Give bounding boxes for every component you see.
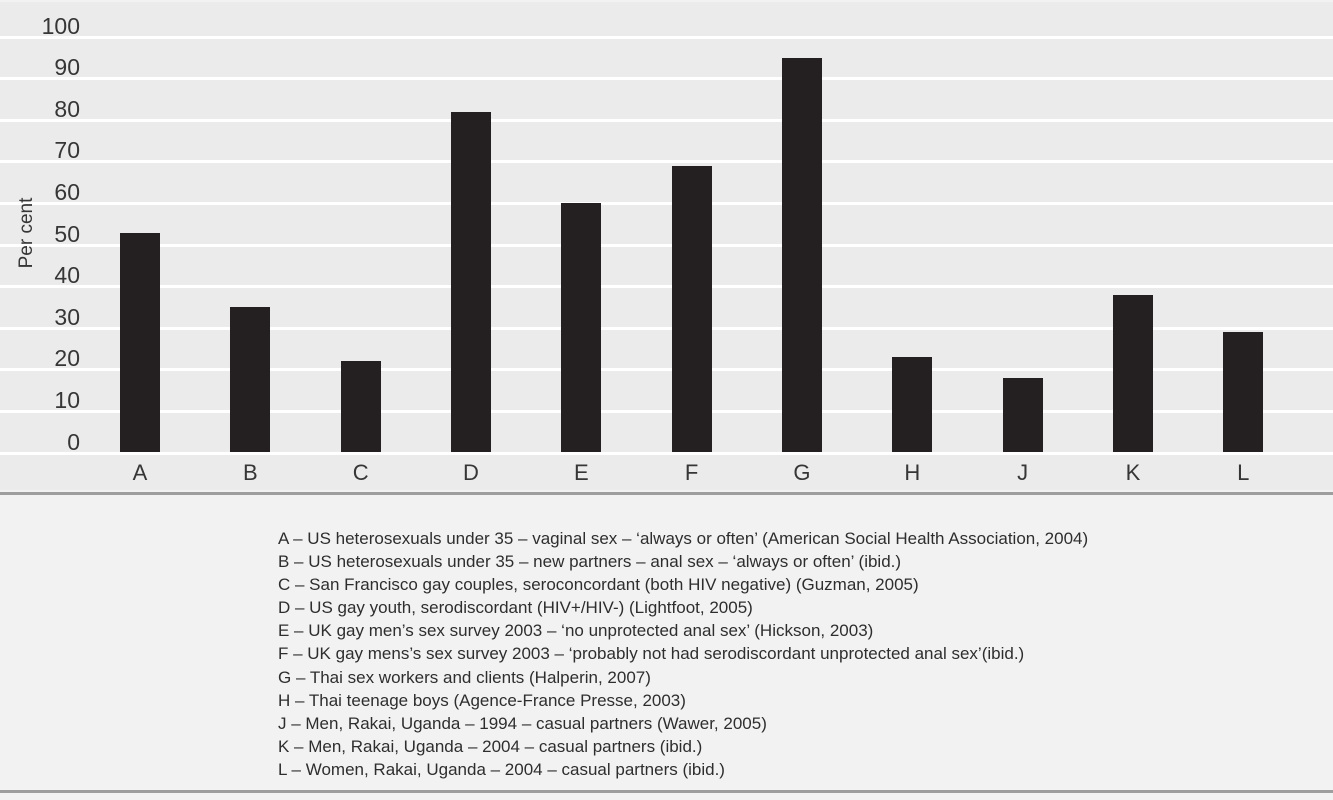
bar-K — [1112, 294, 1153, 452]
bar-H — [892, 357, 933, 452]
y-tick-label-90: 90 — [54, 54, 80, 81]
legend-item-J: J – Men, Rakai, Uganda – 1994 – casual p… — [278, 713, 767, 733]
y-tick-label-40: 40 — [54, 262, 80, 289]
gridline-100 — [0, 35, 1333, 39]
legend: A – US heterosexuals under 35 – vaginal … — [278, 527, 1278, 781]
plot-area: 0 10 20 30 40 50 60 70 80 90 100 Per cent A B C D E F G H… — [0, 12, 1333, 485]
gridline-60 — [0, 201, 1333, 205]
bar-J — [1002, 378, 1043, 452]
gridline-40 — [0, 285, 1333, 289]
legend-item-A: A – US heterosexuals under 35 – vaginal … — [278, 529, 1089, 548]
legend-item-L: L – Women, Rakai, Uganda – 2004 – casual… — [278, 759, 725, 779]
y-tick-label-100: 100 — [41, 12, 80, 39]
y-tick-label-80: 80 — [54, 95, 80, 122]
bar-E — [561, 203, 602, 452]
gridline-70 — [0, 160, 1333, 164]
y-tick-label-0: 0 — [67, 428, 80, 455]
figure-bottom-rule — [0, 790, 1333, 793]
legend-item-H: H – Thai teenage boys (Agence-France Pre… — [278, 690, 686, 710]
legend-item-K: K – Men, Rakai, Uganda – 2004 – casual p… — [278, 736, 703, 756]
x-category-label-C: C — [352, 460, 369, 485]
x-category-label-J: J — [1017, 460, 1029, 485]
legend-item-D: D – US gay youth, serodiscordant (HIV+/H… — [278, 598, 753, 618]
legend-item-G: G – Thai sex workers and clients (Halper… — [278, 667, 651, 687]
bar-A — [120, 232, 160, 452]
x-category-label-D: D — [463, 460, 479, 485]
gridline-20 — [0, 368, 1333, 372]
x-category-label-K: K — [1125, 460, 1141, 485]
y-axis-title: Per cent — [16, 197, 37, 269]
y-tick-label-30: 30 — [54, 303, 80, 330]
y-tick-label-20: 20 — [54, 345, 80, 372]
x-category-label-G: G — [793, 460, 811, 485]
legend-item-B: B – US heterosexuals under 35 – new part… — [278, 552, 902, 572]
bar-B — [230, 307, 271, 452]
y-tick-label-60: 60 — [54, 178, 80, 205]
y-tick-label-10: 10 — [54, 386, 80, 413]
x-category-label-B: B — [242, 460, 258, 485]
legend-item-E: E – UK gay men’s sex survey 2003 – ‘no u… — [278, 621, 874, 641]
y-tick-label-50: 50 — [54, 220, 80, 247]
y-tick-label-70: 70 — [54, 137, 80, 164]
bar-L — [1223, 332, 1264, 452]
gridline-30 — [0, 326, 1333, 330]
bar-F — [671, 165, 712, 452]
chart-bottom-rule — [0, 492, 1333, 495]
gridline-90 — [0, 77, 1333, 81]
x-category-label-F: F — [684, 460, 699, 485]
bar-D — [450, 111, 491, 452]
legend-item-C: C – San Francisco gay couples, seroconco… — [278, 575, 919, 595]
x-category-label-E: E — [573, 460, 589, 485]
legend-item-F: F – UK gay mens’s sex survey 2003 – ‘pro… — [278, 644, 1025, 664]
gridline-80 — [0, 118, 1333, 122]
x-category-label-A: A — [132, 460, 148, 485]
x-category-label-H: H — [904, 460, 921, 485]
gridline-10 — [0, 409, 1333, 413]
bar-C — [340, 361, 381, 452]
x-category-label-L: L — [1237, 460, 1250, 485]
gridline-50 — [0, 243, 1333, 247]
gridline-0 — [0, 451, 1333, 455]
bar-G — [781, 57, 822, 452]
